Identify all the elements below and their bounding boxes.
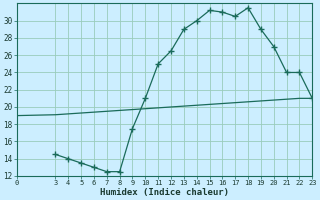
X-axis label: Humidex (Indice chaleur): Humidex (Indice chaleur)	[100, 188, 229, 197]
